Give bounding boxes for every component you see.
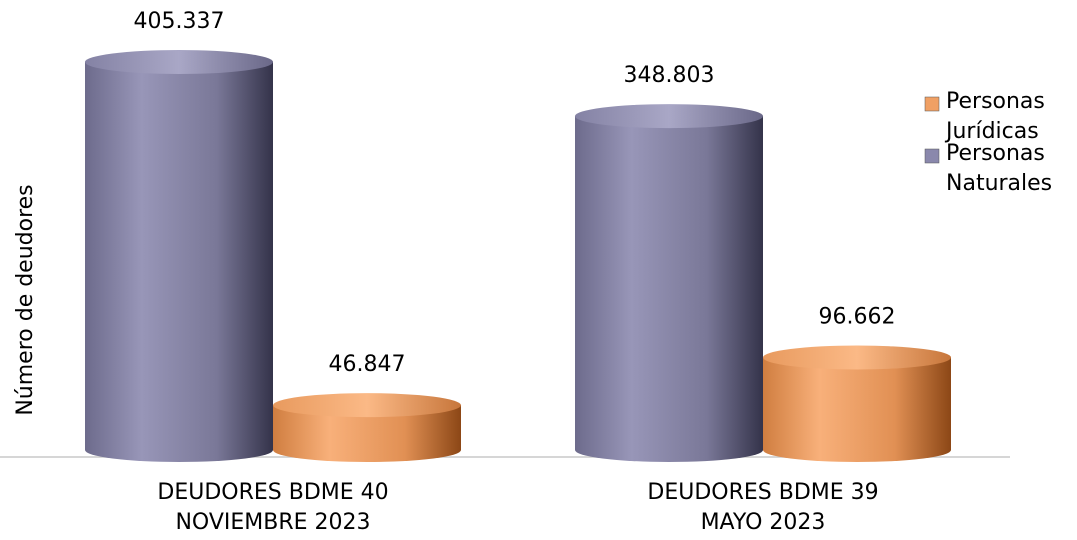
cylinder-top xyxy=(575,104,763,129)
value-label: 348.803 xyxy=(624,63,715,88)
x-tick-label: DEUDORES BDME 40 NOVIEMBRE 2023 xyxy=(157,480,389,535)
legend-swatch xyxy=(924,148,940,164)
cylinder-body xyxy=(273,405,461,462)
legend-label: Personas Jurídicas xyxy=(946,89,1045,144)
value-label: 46.847 xyxy=(329,352,406,377)
cylinder-body xyxy=(85,62,273,462)
value-label: 405.337 xyxy=(134,9,225,34)
cylinder-body xyxy=(763,357,951,462)
x-tick-label: DEUDORES BDME 39 MAYO 2023 xyxy=(647,480,879,535)
legend-label: Personas Naturales xyxy=(946,141,1053,196)
y-axis-label: Número de deudores xyxy=(13,184,38,415)
cylinder-top xyxy=(273,393,461,418)
cylinder-top xyxy=(85,50,273,74)
value-label: 96.662 xyxy=(819,304,896,329)
cylinder-body xyxy=(575,116,763,462)
cylinder-top xyxy=(763,345,951,370)
legend-swatch xyxy=(924,96,940,112)
